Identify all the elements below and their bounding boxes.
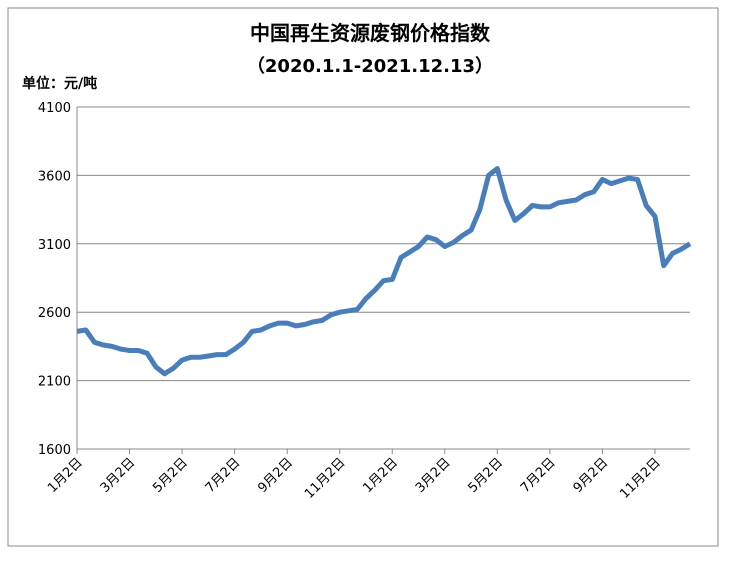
y-tick-label: 2600 — [38, 306, 71, 321]
chart-frame — [7, 7, 719, 547]
y-tick-label: 1600 — [38, 443, 71, 458]
chart-title: 中国再生资源废钢价格指数 — [250, 21, 491, 45]
data-line — [76, 166, 692, 377]
y-tick-label: 3600 — [38, 169, 71, 184]
unit-label: 单位：元/吨 — [22, 75, 97, 92]
chart-subtitle: （2020.1.1-2021.12.13） — [247, 56, 493, 77]
y-tick-label: 4100 — [38, 101, 71, 116]
y-tick-label: 3100 — [38, 238, 71, 253]
y-tick-label: 2100 — [38, 375, 71, 390]
